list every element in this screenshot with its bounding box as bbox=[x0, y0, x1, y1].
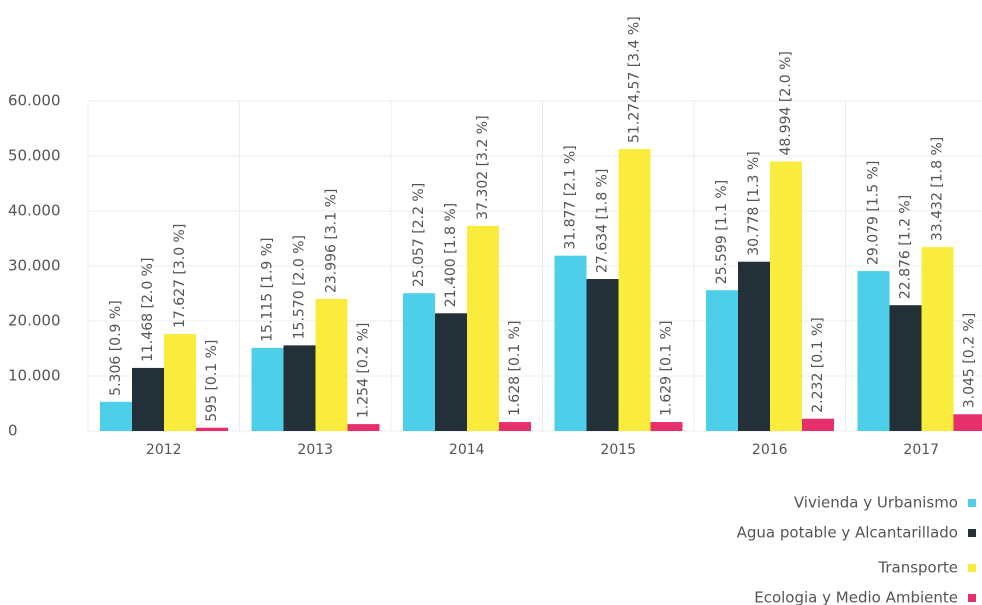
data-label: 3.045 [0.2 %] bbox=[962, 313, 978, 408]
data-label: 1.628 [0.1 %] bbox=[507, 321, 523, 416]
bar bbox=[467, 225, 499, 431]
data-label: 27.634 [1.8 %] bbox=[595, 169, 611, 273]
data-label: 23.996 [3.1 %] bbox=[324, 189, 340, 293]
bar bbox=[403, 293, 435, 431]
x-tick-label: 2015 bbox=[600, 442, 636, 458]
x-tick-label: 2017 bbox=[903, 442, 939, 458]
y-tick-label: 50.000 bbox=[8, 147, 61, 165]
bar bbox=[347, 424, 380, 431]
y-tick-label: 30.000 bbox=[8, 257, 61, 275]
y-tick-label: 10.000 bbox=[8, 367, 61, 385]
data-label: 29.079 [1.5 %] bbox=[866, 161, 882, 265]
bar bbox=[857, 271, 890, 431]
bar bbox=[921, 247, 954, 431]
data-label: 51.274,57 [3.4 %] bbox=[627, 16, 643, 143]
data-label: 5.306 [0.9 %] bbox=[108, 300, 124, 395]
y-tick-label: 0 bbox=[8, 422, 18, 440]
bar bbox=[499, 422, 531, 431]
data-label: 595 [0.1 %] bbox=[204, 340, 220, 422]
bar bbox=[618, 148, 651, 431]
data-label: 31.877 [2.1 %] bbox=[563, 145, 579, 249]
data-label: 15.570 [2.0 %] bbox=[292, 235, 308, 339]
bar bbox=[554, 255, 587, 431]
legend-label: Agua potable y Alcantarillado bbox=[737, 524, 958, 542]
data-label: 1.629 [0.1 %] bbox=[659, 321, 675, 416]
bar bbox=[164, 334, 196, 431]
data-label: 48.994 [2.0 %] bbox=[778, 51, 794, 155]
bar bbox=[315, 299, 348, 431]
data-label: 25.599 [1.1 %] bbox=[714, 180, 730, 284]
data-label: 30.778 [1.3 %] bbox=[746, 151, 762, 255]
x-tick-label: 2012 bbox=[146, 442, 182, 458]
bar bbox=[738, 261, 770, 431]
bar bbox=[196, 427, 228, 431]
bar bbox=[953, 414, 982, 431]
y-tick-label: 60.000 bbox=[8, 92, 61, 110]
x-tick-label: 2016 bbox=[752, 442, 788, 458]
bar bbox=[283, 345, 316, 431]
bar bbox=[586, 279, 619, 431]
legend-label: Vivienda y Urbanismo bbox=[794, 494, 958, 512]
legend-swatch bbox=[968, 499, 976, 507]
y-tick-label: 20.000 bbox=[8, 312, 61, 330]
data-label: 25.057 [2.2 %] bbox=[411, 183, 427, 287]
y-tick-label: 40.000 bbox=[8, 202, 61, 220]
bar bbox=[251, 347, 284, 431]
data-label: 37.302 [3.2 %] bbox=[475, 115, 491, 219]
legend-swatch bbox=[968, 564, 976, 572]
data-label: 11.468 [2.0 %] bbox=[140, 258, 156, 362]
data-label: 33.432 [1.8 %] bbox=[930, 137, 946, 241]
bar bbox=[435, 313, 467, 431]
legend-swatch bbox=[968, 529, 976, 537]
legend-swatch bbox=[968, 594, 976, 602]
data-label: 2.232 [0.1 %] bbox=[810, 317, 826, 412]
legend-label: Transporte bbox=[877, 559, 958, 577]
data-label: 17.627 [3.0 %] bbox=[172, 224, 188, 328]
data-label: 1.254 [0.2 %] bbox=[356, 323, 372, 418]
x-tick-label: 2013 bbox=[297, 442, 333, 458]
data-label: 22.876 [1.2 %] bbox=[898, 195, 914, 299]
bar bbox=[889, 305, 922, 431]
x-tick-label: 2014 bbox=[449, 442, 485, 458]
bar bbox=[802, 418, 834, 431]
bar bbox=[770, 161, 802, 431]
data-label: 21.400 [1.8 %] bbox=[443, 203, 459, 307]
bar bbox=[100, 401, 132, 431]
bar bbox=[650, 422, 683, 431]
data-label: 15.115 [1.9 %] bbox=[260, 237, 276, 341]
legend-label: Ecologia y Medio Ambiente bbox=[754, 589, 958, 605]
bar bbox=[706, 290, 738, 431]
bar bbox=[132, 367, 164, 431]
